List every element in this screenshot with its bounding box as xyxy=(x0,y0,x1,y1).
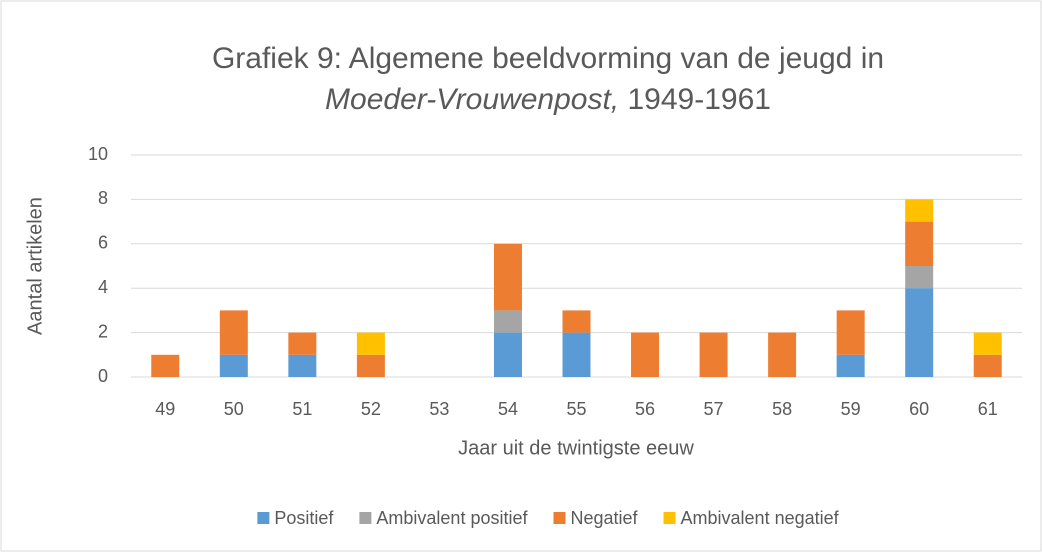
bar-segment xyxy=(905,199,934,222)
bar-segment xyxy=(905,288,934,377)
x-tick-label: 54 xyxy=(498,399,518,419)
bar-segment xyxy=(905,221,934,266)
legend-swatch xyxy=(553,512,566,524)
chart-title: Grafiek 9: Algemene beeldvorming van de … xyxy=(212,42,884,75)
x-tick-label: 49 xyxy=(155,399,175,419)
bar-segment xyxy=(905,266,934,289)
x-tick-label: 53 xyxy=(429,399,449,419)
bar-segment xyxy=(631,332,660,377)
y-tick-label: 0 xyxy=(98,366,108,386)
x-tick-label: 58 xyxy=(772,399,792,419)
bar-segment xyxy=(836,310,865,355)
bar-segment xyxy=(356,354,385,377)
y-tick-label: 6 xyxy=(98,233,108,253)
bar-segment xyxy=(493,243,522,311)
bar-segment xyxy=(562,332,591,377)
bar-segment xyxy=(493,332,522,377)
x-tick-label: 60 xyxy=(909,399,929,419)
x-tick-label: 55 xyxy=(566,399,586,419)
x-tick-label: 57 xyxy=(704,399,724,419)
legend-label: Positief xyxy=(274,508,334,528)
legend-label: Ambivalent positief xyxy=(376,508,528,528)
chart-title-line2: Moeder-Vrouwenpost, 1949-1961 xyxy=(325,83,771,116)
legend: Positief Ambivalent positief Negatief Ambiv… xyxy=(257,508,840,528)
bar-segment xyxy=(151,354,180,377)
x-tick-label: 50 xyxy=(224,399,244,419)
x-tick-label: 56 xyxy=(635,399,655,419)
bar-segment xyxy=(836,354,865,377)
y-tick-label: 4 xyxy=(98,277,108,297)
legend-label: Negatief xyxy=(570,508,638,528)
legend-swatch xyxy=(257,512,270,524)
x-tick-label: 61 xyxy=(978,399,998,419)
legend-label: Ambivalent negatief xyxy=(681,508,840,528)
x-tick-label: 51 xyxy=(292,399,312,419)
bar-segment xyxy=(768,332,797,377)
y-tick-label: 10 xyxy=(88,144,108,164)
legend-swatch xyxy=(663,512,676,524)
bar-segment xyxy=(219,354,248,377)
y-axis-title: Aantal artikelen xyxy=(24,197,46,335)
x-tick-label: 59 xyxy=(841,399,861,419)
bar-segment xyxy=(973,332,1002,355)
y-tick-label: 8 xyxy=(98,188,108,208)
title-end: 1949-1961 xyxy=(627,83,770,116)
bar-segment xyxy=(493,310,522,333)
bar-segment xyxy=(288,354,317,377)
x-tick-label: 52 xyxy=(361,399,381,419)
bar-segment xyxy=(219,310,248,355)
bar-segment xyxy=(562,310,591,333)
x-axis-title: Jaar uit de twintigste eeuw xyxy=(458,437,694,459)
legend-swatch xyxy=(359,512,372,524)
y-tick-label: 2 xyxy=(98,321,108,341)
bar-segment xyxy=(288,332,317,355)
bar-segment xyxy=(356,332,385,355)
bar-segment xyxy=(699,332,728,377)
title-italic: Moeder-Vrouwenpost, xyxy=(325,83,619,116)
bar-segment xyxy=(973,354,1002,377)
